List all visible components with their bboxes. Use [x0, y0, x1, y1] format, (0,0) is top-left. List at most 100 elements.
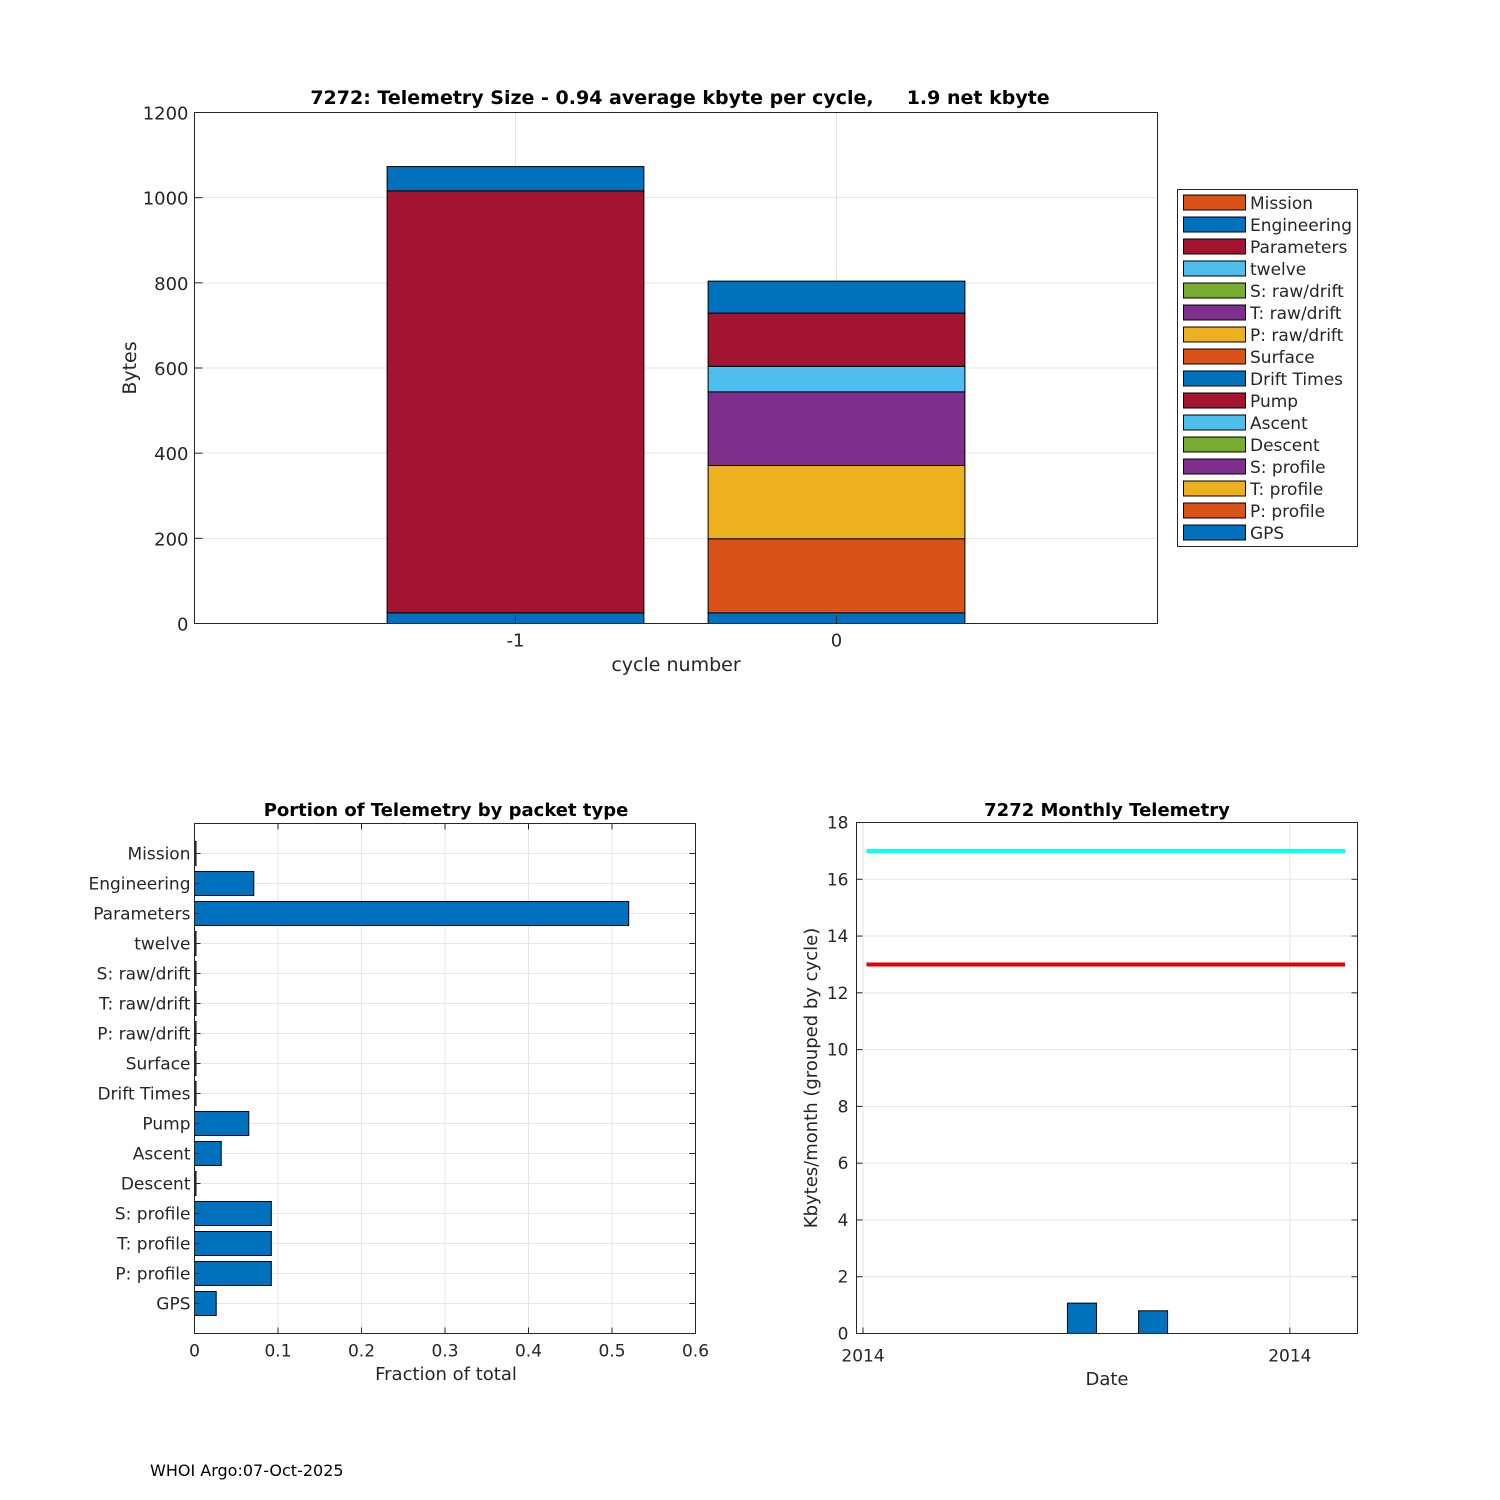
telemetry-size-ylabel: Bytes: [119, 341, 141, 394]
bar-segment-pump: [386, 190, 645, 614]
legend-swatch-p-profile: [1183, 502, 1246, 519]
y-tick-label: 2: [838, 1268, 849, 1288]
x-tick-label: 0.6: [682, 1342, 709, 1362]
y-tick-label-p-raw-drift: P: raw/drift: [97, 1025, 191, 1045]
portion-bar-t-profile: [194, 1231, 272, 1256]
legend-label-descent: Descent: [1250, 436, 1320, 456]
y-tick-label-t-profile: T: profile: [116, 1235, 190, 1255]
telemetry-size-bars: [386, 166, 966, 625]
monthly-axes-box: [856, 822, 1358, 1334]
portion-bars: [194, 841, 630, 1316]
y-tick-label-s-profile: S: profile: [115, 1205, 191, 1225]
y-tick-label: 4: [838, 1211, 849, 1231]
x-tick-label: 0.3: [431, 1342, 458, 1362]
legend-swatch-ascent: [1183, 414, 1246, 431]
legend-swatch-s-raw-drift: [1183, 282, 1246, 299]
legend-swatch-descent: [1183, 436, 1246, 453]
y-tick-label-ascent: Ascent: [133, 1145, 191, 1165]
legend-label-parameters: Parameters: [1250, 238, 1347, 258]
y-tick-label: 18: [827, 814, 849, 834]
legend-swatch-s-profile: [1183, 458, 1246, 475]
bar-segment-drift-times: [707, 280, 966, 314]
legend-label-t-raw-drift: T: raw/drift: [1249, 304, 1342, 324]
y-tick-label: 8: [838, 1097, 849, 1117]
legend-label-twelve: twelve: [1250, 260, 1306, 280]
legend-swatch-p-raw-drift: [1183, 326, 1246, 343]
portion-y-ticks: Mission Engineering Parameters twelve S: raw…: [89, 845, 696, 1315]
x-tick-label: 0: [189, 1342, 200, 1362]
x-tick-label: 0.1: [264, 1342, 291, 1362]
y-tick-label: 1200: [143, 104, 189, 125]
portion-grid: [194, 823, 696, 1334]
portion-title: Portion of Telemetry by packet type: [264, 800, 629, 821]
legend-label-gps: GPS: [1250, 524, 1284, 544]
x-tick-label: -1: [507, 631, 525, 652]
y-tick-label-s-raw-drift: S: raw/drift: [97, 965, 191, 985]
portion-by-packet-chart: Mission Engineering Parameters twelve S: raw…: [89, 800, 710, 1385]
legend-label-mission: Mission: [1250, 194, 1313, 214]
y-tick-label-drift-times: Drift Times: [97, 1085, 190, 1105]
bar-segment-ascent: [707, 365, 966, 393]
bar-segment-drift-times: [386, 166, 645, 192]
x-tick-label: 0.4: [515, 1342, 542, 1362]
telemetry-size-y-ticks: 0 200 400 600 800 1000 1200: [143, 104, 203, 636]
legend-swatch-surface: [1183, 348, 1246, 365]
bar-segment-t-profile: [707, 465, 966, 540]
monthly-ylabel: Kbytes/month (grouped by cycle): [801, 928, 822, 1228]
y-tick-label: 0: [838, 1325, 849, 1345]
telemetry-size-grid: [194, 112, 1158, 624]
portion-bar-parameters: [194, 901, 630, 926]
x-tick-label: 0.2: [348, 1342, 375, 1362]
y-tick-label: 14: [827, 927, 849, 947]
portion-x-ticks: 0 0.1 0.2 0.3 0.4 0.5 0.6: [189, 823, 709, 1362]
legend-swatch-drift-times: [1183, 370, 1246, 387]
bar-segment-p-profile: [707, 538, 966, 614]
legend-swatch-t-profile: [1183, 480, 1246, 497]
legend-label-pump: Pump: [1250, 392, 1298, 412]
legend-label-p-raw-drift: P: raw/drift: [1250, 326, 1344, 346]
legend-label-ascent: Ascent: [1250, 414, 1308, 434]
telemetry-size-chart: 0 200 400 600 800 1000 1200 -1 0 7272: Telemetr…: [119, 87, 1358, 676]
legend-label-p-profile: P: profile: [1250, 502, 1325, 522]
y-tick-label-surface: Surface: [126, 1055, 191, 1075]
monthly-lines: [866, 848, 1345, 967]
legend-swatch-parameters: [1183, 238, 1246, 255]
y-tick-label: 16: [827, 870, 849, 890]
y-tick-label-p-profile: P: profile: [115, 1265, 190, 1285]
portion-bar-engineering: [194, 871, 255, 896]
legend-swatch-twelve: [1183, 260, 1246, 277]
y-tick-label-parameters: Parameters: [93, 905, 190, 925]
portion-xlabel: Fraction of total: [375, 1364, 517, 1385]
legend-label-drift-times: Drift Times: [1250, 370, 1343, 390]
legend-swatch-pump: [1183, 392, 1246, 409]
monthly-bar-1: [1066, 1302, 1097, 1335]
legend-label-s-profile: S: profile: [1250, 458, 1326, 478]
x-tick-label: 2014: [841, 1347, 884, 1367]
legend-swatch-mission: [1183, 194, 1246, 211]
y-tick-label: 600: [154, 359, 188, 380]
y-tick-label: 800: [154, 274, 188, 295]
telemetry-size-xlabel: cycle number: [611, 654, 740, 676]
portion-bar-pump: [194, 1111, 250, 1136]
y-tick-label-t-raw-drift: T: raw/drift: [98, 995, 191, 1015]
y-tick-label: 200: [154, 529, 188, 550]
legend-label-s-raw-drift: S: raw/drift: [1250, 282, 1344, 302]
y-tick-label-gps: GPS: [156, 1295, 190, 1315]
legend-label-engineering: Engineering: [1250, 216, 1352, 236]
y-tick-label: 12: [827, 984, 849, 1004]
y-tick-label: 6: [838, 1154, 849, 1174]
monthly-bars: [1066, 1302, 1169, 1335]
y-tick-label: 1000: [143, 189, 189, 210]
y-tick-label-engineering: Engineering: [89, 875, 191, 895]
x-tick-label: 2014: [1268, 1347, 1311, 1367]
y-tick-label: 10: [827, 1041, 849, 1061]
bar-segment-pump: [707, 312, 966, 367]
telemetry-size-title: 7272: Telemetry Size - 0.94 average kbyt…: [310, 87, 1049, 109]
y-tick-label-twelve: twelve: [134, 935, 190, 955]
legend-swatch-engineering: [1183, 216, 1246, 233]
y-tick-label: 400: [154, 444, 188, 465]
monthly-x-ticks: 2014 2014: [841, 1327, 1311, 1367]
monthly-telemetry-chart: 0 2 4 6 8 10 12 14 16 18 2014 2014 7272 Monthly Te…: [801, 800, 1358, 1390]
